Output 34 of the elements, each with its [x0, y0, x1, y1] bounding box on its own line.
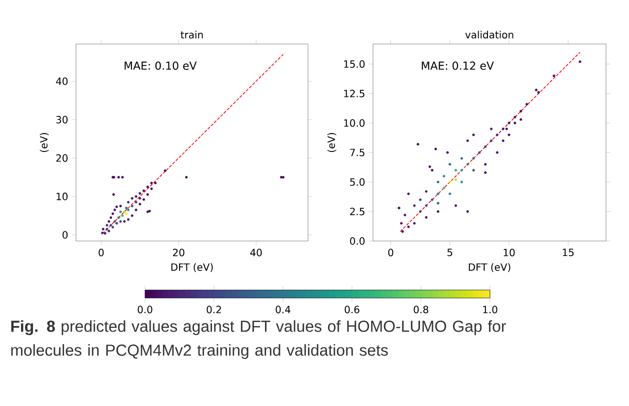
- x-tick-label: 40: [250, 248, 262, 256]
- y-tick-label: 2.5: [350, 208, 364, 216]
- color-bar-label: 0.0: [138, 306, 152, 314]
- y-tick-label: 30: [56, 116, 68, 124]
- text: Fig. 8 predicted values against DFT values of HOMO-LUMO Gap for molecules in PCQM4Mv2 training and validation sets: [11, 320, 506, 359]
- x-tick-label: 0: [98, 248, 104, 256]
- color-bar-label: 0.2: [206, 306, 221, 314]
- color-bar-label: 0.6: [344, 306, 360, 314]
- y-axis-title: (eV): [327, 133, 336, 152]
- y-axis-title: (eV): [40, 133, 49, 152]
- x-tick-label: 20: [173, 248, 184, 256]
- chart-title: train: [180, 30, 203, 38]
- y-tick-label: 0: [62, 231, 68, 239]
- color-bar-label: 0.4: [276, 306, 290, 314]
- y-tick-label: 20: [56, 154, 68, 162]
- y-tick-label: 10: [56, 192, 68, 200]
- y-tick-label: 5.0: [350, 178, 365, 186]
- x-tick-label: 10: [504, 248, 515, 256]
- y-tick-label: 12.5: [344, 90, 364, 98]
- chart-title: validation: [465, 30, 514, 38]
- annotation: MAE: 0.10 eV: [124, 62, 197, 70]
- y-tick-label: 15.0: [344, 60, 365, 68]
- annotation: MAE: 0.12 eV: [422, 62, 494, 70]
- x-tick-label: 0: [388, 248, 394, 256]
- color-bar-label: 1.0: [483, 306, 498, 314]
- x-tick-label: 15: [562, 248, 574, 256]
- x-axis-title: DFT (eV): [171, 263, 213, 272]
- y-tick-label: 0.0: [350, 237, 365, 245]
- y-tick-label: 7.5: [350, 148, 364, 156]
- y-tick-label: 40: [56, 77, 68, 86]
- x-tick-label: 5: [447, 248, 452, 256]
- y-tick-label: 10.0: [344, 119, 365, 127]
- x-axis-title: DFT (eV): [468, 263, 510, 272]
- color-bar-label: 0.8: [414, 306, 428, 314]
